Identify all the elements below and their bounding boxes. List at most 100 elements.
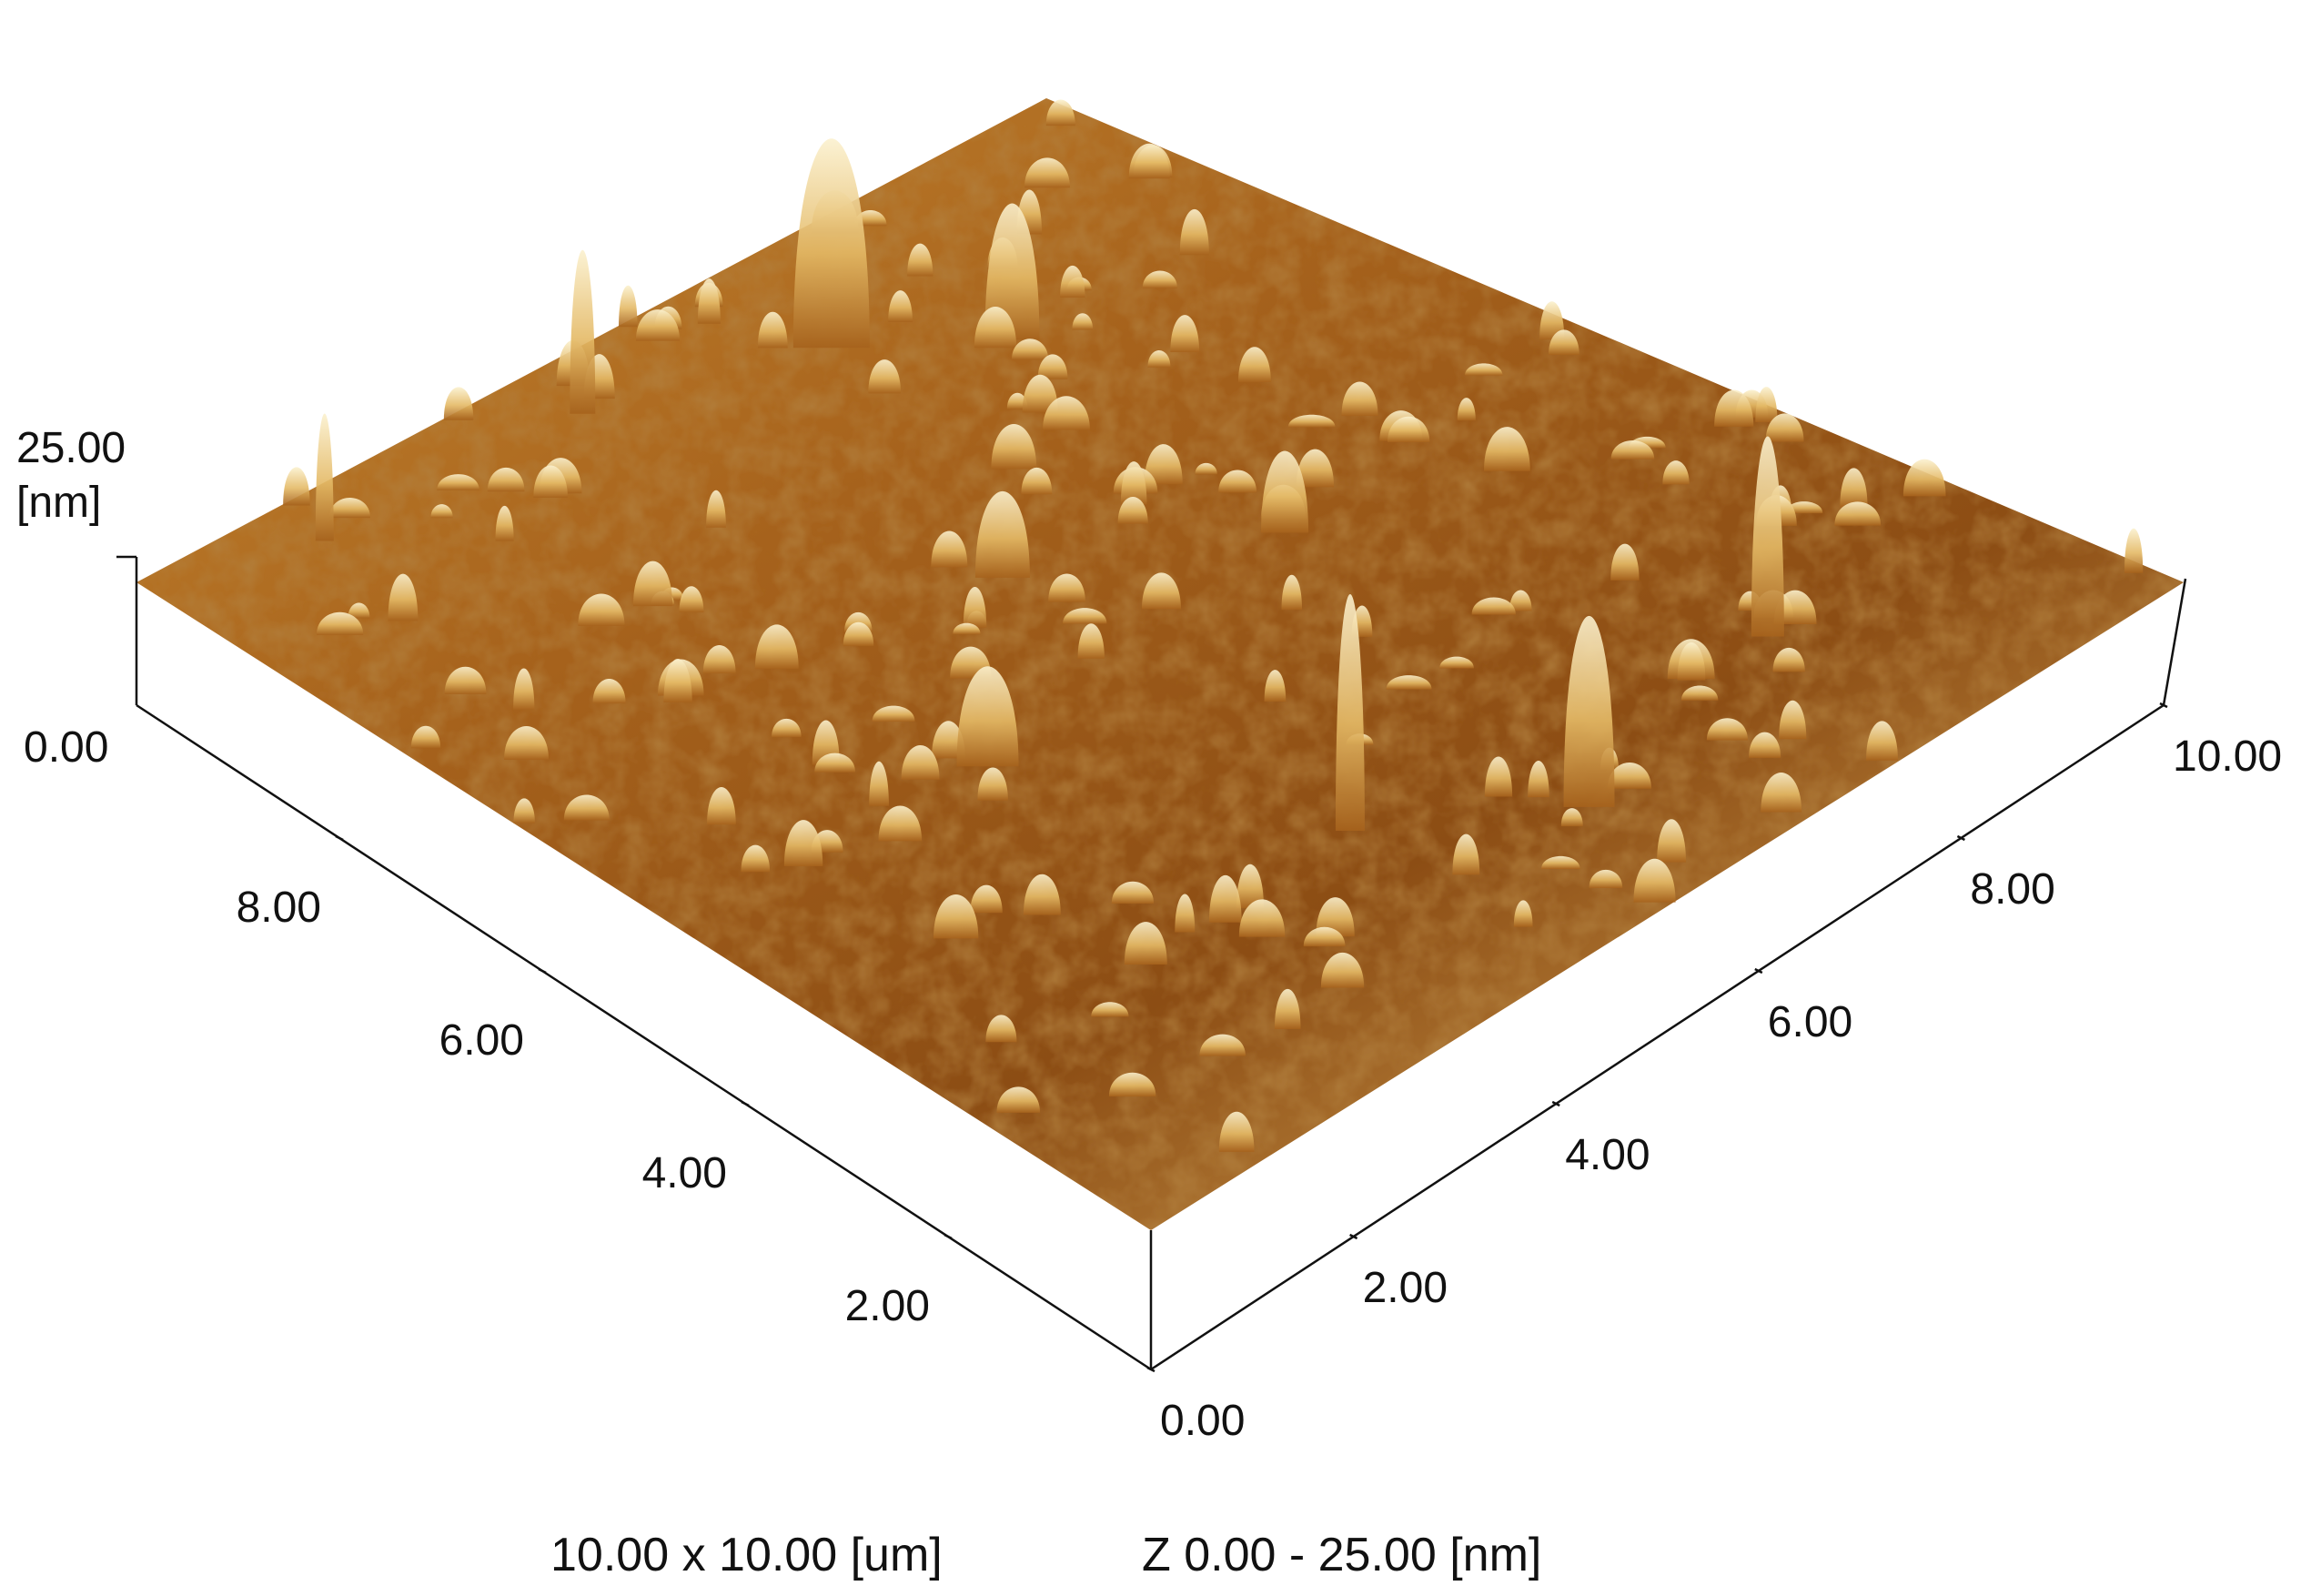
surface-peak [1236, 864, 1264, 909]
surface-peak [533, 465, 568, 498]
y-tick-mark [1349, 1233, 1358, 1240]
x-tick-label: 8.00 [237, 884, 321, 932]
surface-peak [1261, 450, 1309, 533]
surface-peak [996, 1086, 1041, 1113]
surface-peak [1111, 881, 1155, 904]
x-tick-label: 4.00 [642, 1149, 727, 1197]
surface-peak [348, 602, 370, 619]
surface-peak [843, 621, 874, 647]
surface-peak [1785, 501, 1823, 514]
surface-peak [1509, 590, 1532, 611]
surface-peak [1779, 700, 1807, 740]
surface-peak [872, 705, 915, 722]
surface-peak [814, 753, 855, 773]
surface-peak [1749, 732, 1781, 758]
surface-peak [1765, 413, 1804, 442]
surface-peak [1144, 444, 1183, 485]
surface-peak [702, 645, 736, 674]
surface-peak [1388, 416, 1430, 442]
surface-peak [1218, 470, 1257, 493]
tick-labels: 2.00 4.00 6.00 8.00 0.00 2.00 4.00 6.00 8.00 10.0… [237, 732, 2283, 1445]
surface-peak [1439, 656, 1474, 669]
surface-peak [513, 798, 535, 823]
surface-peak [1274, 988, 1301, 1029]
surface-texture [136, 98, 2184, 1230]
y-tick-label: 2.00 [1363, 1264, 1448, 1312]
surface-peak [513, 668, 535, 711]
surface-peak [1902, 459, 1946, 497]
surface-peak [754, 624, 799, 670]
surface-peak [1866, 721, 1898, 761]
surface-peak [570, 249, 596, 414]
surface-peak [970, 884, 1003, 914]
surface-peak [1714, 389, 1754, 427]
surface-peak [2124, 528, 2144, 573]
surface-peak [1072, 313, 1094, 330]
surface-peak [1548, 329, 1579, 355]
surface-peak [1281, 574, 1303, 611]
surface-peak [410, 725, 441, 749]
surface-peak [1834, 501, 1882, 526]
surface-peak [757, 311, 788, 348]
surface-peak [635, 309, 681, 341]
surface-peak [963, 587, 987, 628]
y-tick-label: 8.00 [1970, 865, 2054, 914]
surface-peak [1128, 143, 1170, 179]
surface-peak [487, 467, 525, 492]
surface-peak [868, 359, 902, 394]
surface-peak [888, 290, 913, 322]
surface-peak [1662, 460, 1690, 485]
surface-peak [1024, 157, 1070, 188]
surface-peaks [283, 99, 2144, 1152]
surface-peak [1006, 392, 1028, 409]
surface-peak [632, 561, 673, 607]
z-axis-unit-label: [nm] [16, 479, 101, 527]
surface-peak [316, 611, 364, 635]
surface-peak [444, 666, 487, 694]
surface-peak [783, 820, 823, 866]
surface-peak [1048, 573, 1085, 602]
surface-peak [907, 243, 934, 277]
x-tick-mark [741, 1100, 750, 1107]
surface-peak [1773, 590, 1817, 624]
x-tick-mark [944, 1233, 953, 1240]
surface-peak [495, 505, 514, 541]
surface-peak [1264, 670, 1287, 702]
surface-peak [1108, 1072, 1156, 1096]
surface-peak [437, 474, 479, 490]
surface-peak [1043, 396, 1090, 430]
x-tick-mark [335, 834, 344, 842]
surface-peak [1386, 675, 1432, 690]
surface-peak [1011, 338, 1049, 360]
y-tick-mark [2159, 702, 2168, 709]
surface-peak [504, 725, 550, 760]
right-vertical-line [2162, 578, 2187, 706]
surface-peak [1021, 467, 1053, 495]
surface-peak [1563, 615, 1615, 807]
surface-peak [1199, 1034, 1246, 1056]
surface-peak [869, 761, 889, 806]
surface-peak [931, 530, 968, 568]
x-tick-mark [538, 967, 547, 975]
tick-marks [335, 702, 2168, 1373]
surface-peak [315, 413, 334, 541]
surface-peak [1142, 270, 1177, 288]
surface-peak [1483, 427, 1530, 471]
surface-peak [707, 787, 736, 825]
surface-peak [1607, 763, 1652, 789]
surface-peak [741, 844, 771, 873]
y-tick-mark [1754, 967, 1763, 975]
surface-peak [1457, 398, 1476, 421]
surface-peak [1751, 436, 1784, 637]
surface-peak [1237, 347, 1271, 382]
surface-peak [1677, 642, 1706, 681]
surface-peak [792, 138, 870, 348]
surface-peak [985, 1015, 1017, 1043]
surface-peak [974, 307, 1017, 348]
y-tick-label: 10.00 [2173, 732, 2282, 781]
surface-peak [1341, 381, 1378, 417]
y-tick-mark [1146, 1366, 1156, 1373]
surface-peak [1761, 773, 1802, 813]
z-axis-min-label: 0.00 [24, 723, 108, 772]
